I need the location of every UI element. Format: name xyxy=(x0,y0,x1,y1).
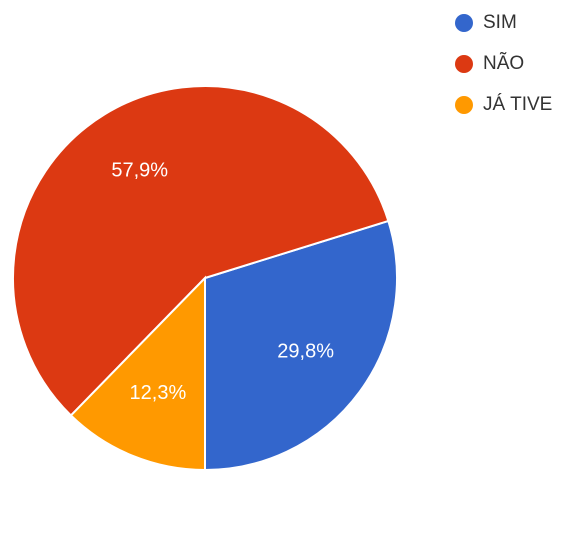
slice-label-nao: 57,9% xyxy=(111,160,168,182)
pie-slice-sim[interactable] xyxy=(204,219,398,472)
pie-slice-nao[interactable] xyxy=(12,85,390,417)
chart-legend: SIM NÃO JÁ TIVE xyxy=(455,12,552,135)
pie-slice-ja-tive[interactable] xyxy=(69,275,206,472)
legend-label-ja-tive: JÁ TIVE xyxy=(483,94,553,115)
legend-swatch-sim xyxy=(455,14,473,32)
legend-item-ja-tive[interactable]: JÁ TIVE xyxy=(455,94,552,116)
slice-label-sim: 29,8% xyxy=(277,340,334,362)
legend-label-sim: SIM xyxy=(483,12,517,33)
slice-label-ja-tive: 12,3% xyxy=(130,382,187,404)
legend-item-nao[interactable]: NÃO xyxy=(455,53,552,75)
legend-swatch-ja-tive xyxy=(455,96,473,114)
legend-item-sim[interactable]: SIM xyxy=(455,12,552,34)
legend-label-nao: NÃO xyxy=(483,53,525,74)
legend-swatch-nao xyxy=(455,55,473,73)
